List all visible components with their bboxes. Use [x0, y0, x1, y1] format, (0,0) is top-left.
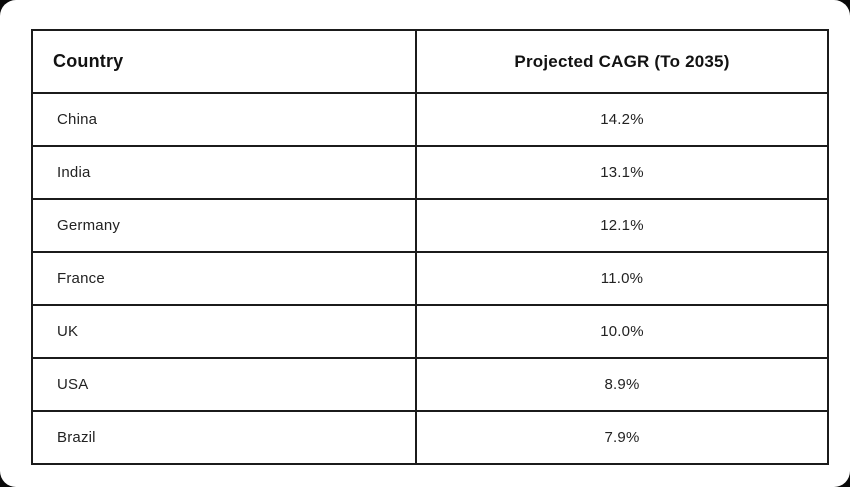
cagr-cell: 11.0% — [415, 251, 829, 306]
cagr-table: Country Projected CAGR (To 2035) China 1… — [31, 29, 829, 465]
cagr-cell: 12.1% — [415, 198, 829, 253]
table-row: UK 10.0% — [31, 304, 829, 359]
cagr-cell: 8.9% — [415, 357, 829, 412]
table-row: India 13.1% — [31, 145, 829, 200]
country-cell: USA — [31, 357, 417, 412]
header-row: Country Projected CAGR (To 2035) — [31, 29, 829, 94]
country-cell: China — [31, 92, 417, 147]
table-row: Brazil 7.9% — [31, 410, 829, 465]
table-row: USA 8.9% — [31, 357, 829, 412]
cagr-cell: 13.1% — [415, 145, 829, 200]
table-row: France 11.0% — [31, 251, 829, 306]
column-header-cagr: Projected CAGR (To 2035) — [415, 29, 829, 94]
table-row: Germany 12.1% — [31, 198, 829, 253]
cagr-cell: 14.2% — [415, 92, 829, 147]
country-cell: India — [31, 145, 417, 200]
cagr-cell: 7.9% — [415, 410, 829, 465]
country-cell: Germany — [31, 198, 417, 253]
column-header-country: Country — [31, 29, 417, 94]
table-row: China 14.2% — [31, 92, 829, 147]
country-cell: UK — [31, 304, 417, 359]
country-cell: France — [31, 251, 417, 306]
country-cell: Brazil — [31, 410, 417, 465]
cagr-cell: 10.0% — [415, 304, 829, 359]
